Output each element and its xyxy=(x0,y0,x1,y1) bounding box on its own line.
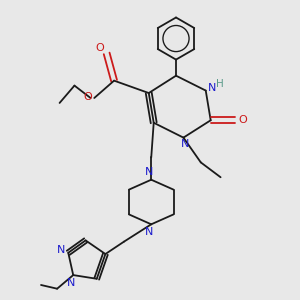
Text: O: O xyxy=(95,43,104,53)
Text: N: N xyxy=(67,278,75,287)
Text: N: N xyxy=(145,167,153,177)
Text: N: N xyxy=(145,227,153,237)
Text: H: H xyxy=(216,80,224,89)
Text: O: O xyxy=(238,115,247,125)
Text: N: N xyxy=(57,245,65,255)
Text: N: N xyxy=(208,82,216,93)
Text: O: O xyxy=(83,92,92,102)
Text: N: N xyxy=(181,139,189,149)
